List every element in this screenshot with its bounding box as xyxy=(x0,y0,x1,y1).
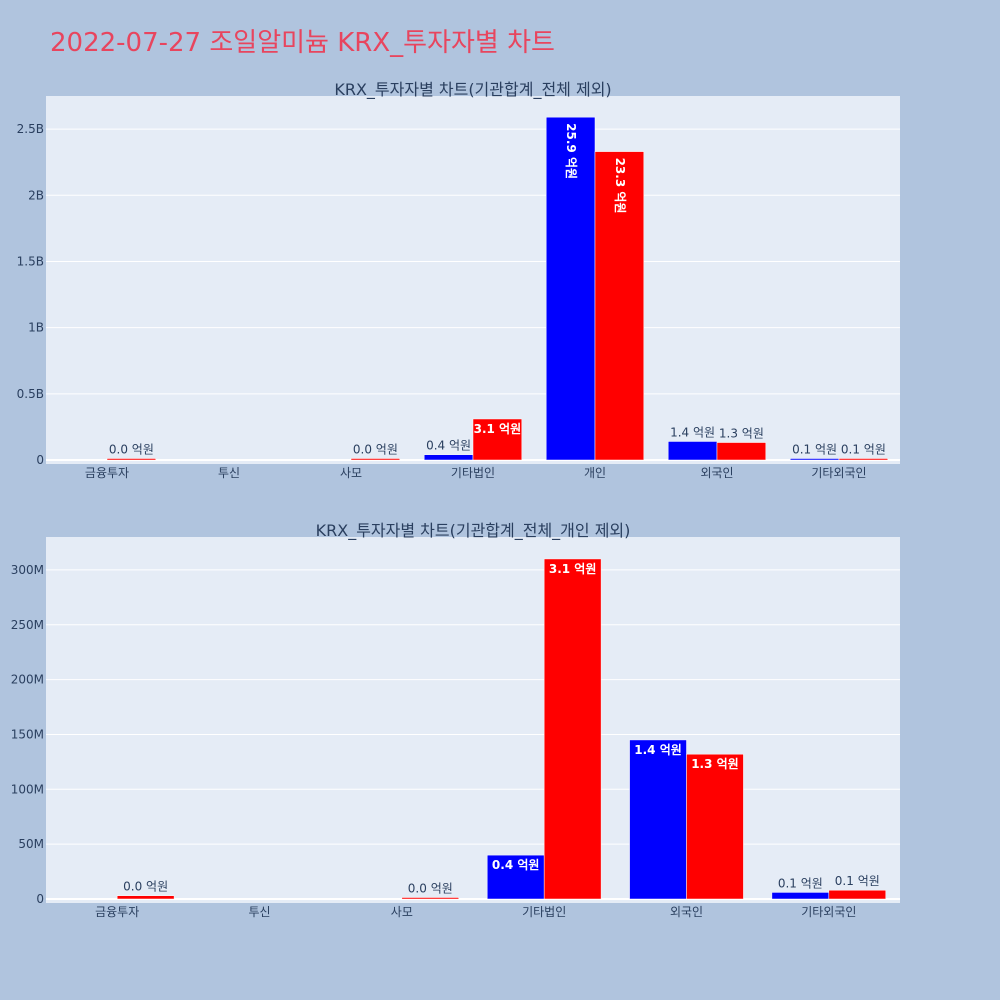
bar xyxy=(594,151,645,461)
bar xyxy=(667,441,718,461)
y-tick-label: 0 xyxy=(36,892,44,906)
bar xyxy=(401,897,460,900)
x-tick-label: 기타법인 xyxy=(522,905,566,919)
bar xyxy=(716,442,767,461)
x-tick-label: 투신 xyxy=(248,905,270,919)
data-label: 0.0 억원 xyxy=(123,880,168,894)
x-tick-label: 기타법인 xyxy=(451,466,495,480)
y-tick-label: 2.5B xyxy=(17,122,44,136)
data-label: 0.0 억원 xyxy=(109,443,154,457)
data-label: 23.3 억원 xyxy=(613,158,627,214)
x-tick-label: 외국인 xyxy=(700,466,733,480)
y-tick-label: 1B xyxy=(28,321,44,335)
chart-1: 0 0.5B 1B 1.5B 2B 2.5B KRX_투자자별 차트(기관합계_전체 제외)… xyxy=(17,80,900,480)
y-tick-label: 0.5B xyxy=(17,387,44,401)
data-label: 1.3 억원 xyxy=(691,757,739,771)
data-label: 3.1 억원 xyxy=(474,422,522,436)
y-tick-label: 0 xyxy=(36,453,44,467)
data-label: 3.1 억원 xyxy=(549,562,597,576)
plot-area xyxy=(46,96,900,464)
data-label: 1.4 억원 xyxy=(634,743,682,757)
bar xyxy=(543,558,602,900)
bar xyxy=(828,889,887,900)
bar xyxy=(545,116,596,461)
data-label: 0.1 억원 xyxy=(841,443,886,457)
bar xyxy=(106,458,157,461)
x-tick-label: 금융투자 xyxy=(95,905,139,919)
bar xyxy=(116,895,175,900)
x-tick-label: 개인 xyxy=(584,466,606,480)
bar xyxy=(789,458,840,461)
data-label: 0.0 억원 xyxy=(408,882,453,896)
data-label: 0.0 억원 xyxy=(353,443,398,457)
y-tick-label: 100M xyxy=(11,782,44,796)
bar xyxy=(771,892,830,900)
x-tick-label: 외국인 xyxy=(670,905,703,919)
x-tick-label: 사모 xyxy=(340,466,362,480)
chart-title: KRX_투자자별 차트(기관합계_전체 제외) xyxy=(334,80,611,100)
bar xyxy=(423,454,474,461)
y-tick-label: 250M xyxy=(11,618,44,632)
y-tick-label: 2B xyxy=(28,188,44,202)
bar xyxy=(486,854,545,900)
bar xyxy=(838,458,889,461)
y-tick-label: 300M xyxy=(11,563,44,577)
y-tick-label: 50M xyxy=(18,837,44,851)
data-label: 0.1 억원 xyxy=(792,443,837,457)
page-title: 2022-07-27 조일알미늄 KRX_투자자별 차트 xyxy=(50,28,555,58)
x-tick-label: 기타외국인 xyxy=(801,905,856,919)
x-tick-label: 기타외국인 xyxy=(811,466,866,480)
bar xyxy=(629,739,687,900)
bar xyxy=(686,753,744,900)
data-label: 0.4 억원 xyxy=(492,858,540,872)
y-tick-label: 150M xyxy=(11,727,44,741)
bar xyxy=(350,458,401,461)
x-tick-label: 투신 xyxy=(218,466,240,480)
x-tick-label: 금융투자 xyxy=(85,466,129,480)
plot-area xyxy=(46,537,900,903)
y-tick-label: 200M xyxy=(11,673,44,687)
data-label: 1.3 억원 xyxy=(719,427,764,441)
bar xyxy=(472,418,523,461)
y-tick-label: 1.5B xyxy=(17,254,44,268)
chart-2: 0 50M 100M 150M 200M 250M 300M KRX_투자자별 차트(기관합계… xyxy=(11,521,900,919)
data-label: 25.9 억원 xyxy=(564,123,578,179)
x-tick-label: 사모 xyxy=(391,905,413,919)
data-label: 0.1 억원 xyxy=(778,876,823,890)
chart-title: KRX_투자자별 차트(기관합계_전체_개인 제외) xyxy=(316,521,631,541)
data-label: 1.4 억원 xyxy=(670,425,715,439)
data-label: 0.1 억원 xyxy=(835,874,880,888)
data-label: 0.4 억원 xyxy=(426,439,471,453)
